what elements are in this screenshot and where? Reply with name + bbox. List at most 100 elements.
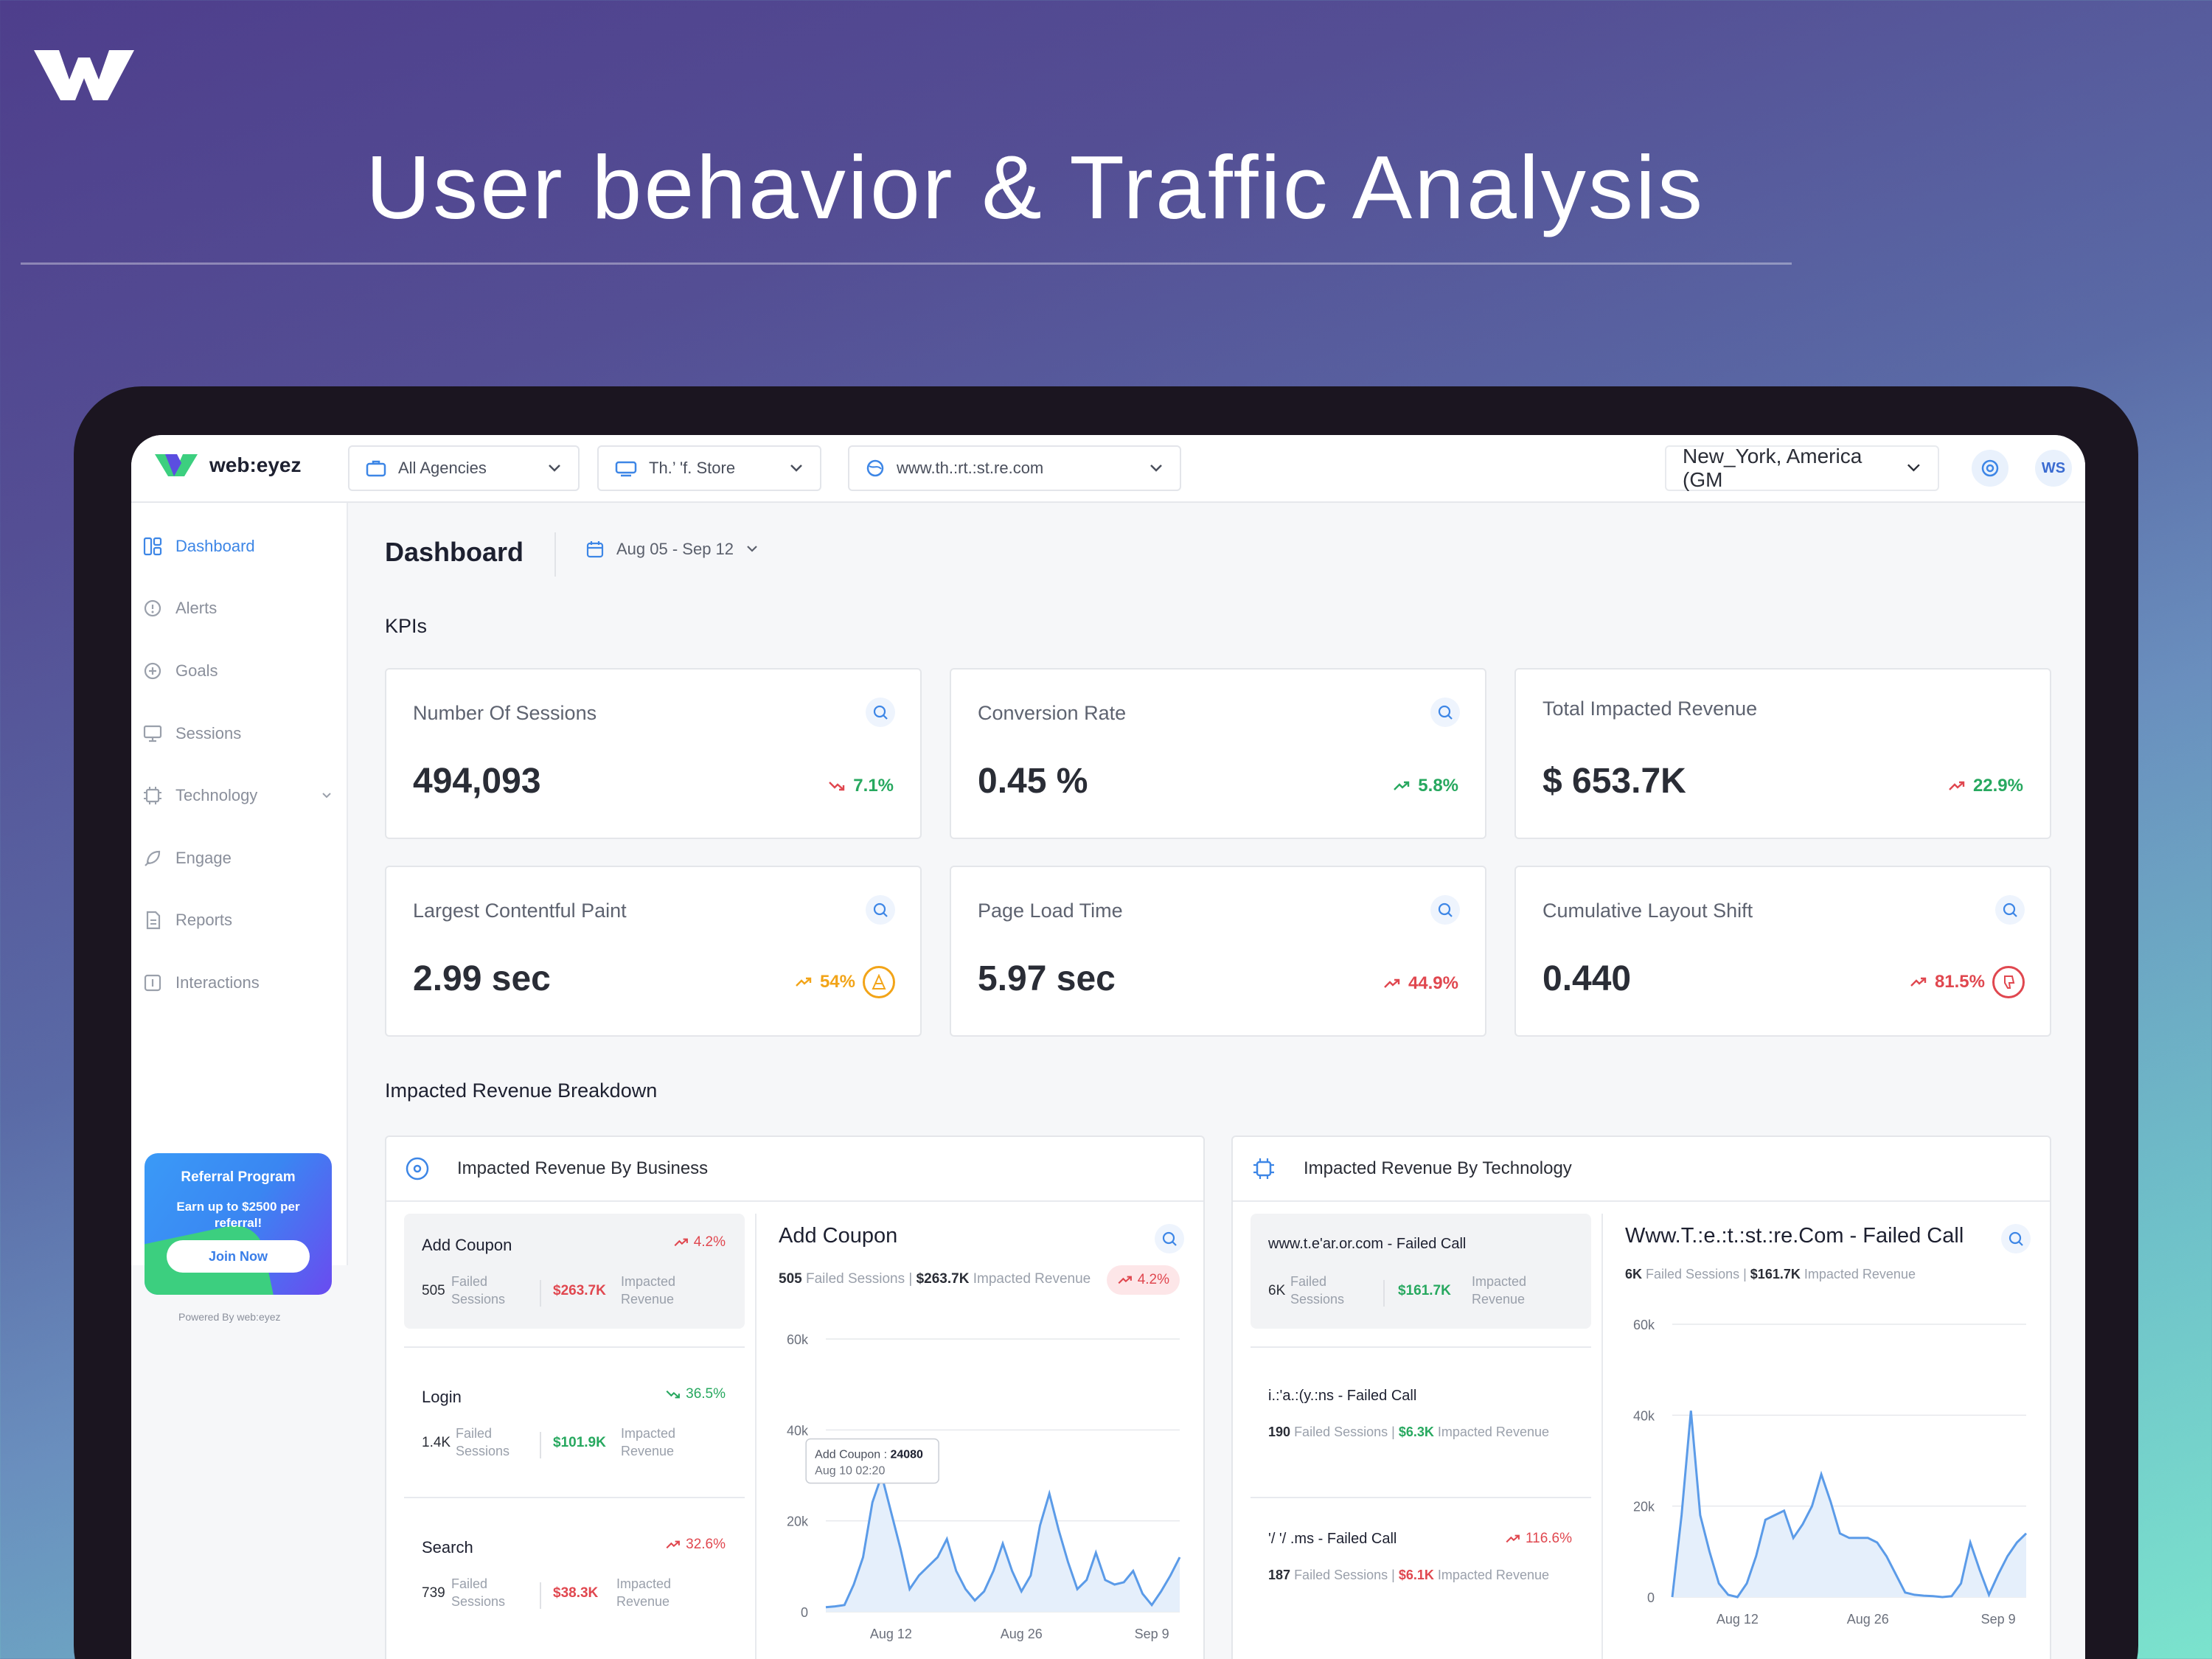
impacted-revenue-label: Impacted Revenue <box>1437 1425 1549 1439</box>
trend-up-icon <box>666 1540 681 1549</box>
list-item[interactable]: '/ '/ .ms - Failed Call 116.6% 187 Faile… <box>1251 1497 1591 1612</box>
failed-sessions-label: Failed Sessions <box>1646 1267 1740 1281</box>
sidebar-item-dashboard[interactable]: Dashboard <box>143 537 342 556</box>
sidebar-item-label: Dashboard <box>175 537 255 555</box>
zoom-button[interactable] <box>866 895 895 925</box>
target-icon <box>406 1157 429 1180</box>
list-item[interactable]: Login 36.5% 1.4K Failed Sessions $101.9K… <box>404 1366 745 1481</box>
business-revenue-panel: Impacted Revenue By Business Add Coupon … <box>385 1135 1205 1659</box>
trend-up-icon <box>1910 977 1927 987</box>
list-item-delta-value: 116.6% <box>1525 1531 1572 1546</box>
kpi-value: 2.99 sec <box>413 959 551 998</box>
impacted-revenue-value: $161.7K <box>1398 1283 1451 1298</box>
zoom-icon <box>1162 1231 1177 1246</box>
failed-sessions-label: Failed Sessions <box>1294 1568 1388 1582</box>
x-tick-label: Aug 12 <box>1717 1612 1759 1627</box>
kpi-card-sessions[interactable]: Number Of Sessions 494,093 7.1% <box>385 668 922 839</box>
impacted-revenue-label: Impacted Revenue <box>621 1426 676 1458</box>
zoom-button[interactable] <box>1995 895 2025 925</box>
kpi-card-conversion-rate[interactable]: Conversion Rate 0.45 % 5.8% <box>950 668 1486 839</box>
sidebar-item-alerts[interactable]: Alerts <box>143 599 342 618</box>
zoom-button[interactable] <box>2001 1224 2031 1253</box>
list-item-stats: 505 Failed Sessions $263.7K Impacted Rev… <box>422 1273 731 1311</box>
user-avatar[interactable]: WS <box>2035 450 2072 487</box>
impacted-revenue-value: $161.7K <box>1750 1267 1801 1281</box>
list-divider <box>1251 1346 1591 1348</box>
y-tick-label: 40k <box>1633 1408 1655 1423</box>
support-button[interactable] <box>1972 450 2008 487</box>
impacted-revenue-label: Impacted Revenue <box>616 1576 672 1609</box>
kpi-card-page-load-time[interactable]: Page Load Time 5.97 sec 44.9% <box>950 866 1486 1037</box>
kpi-card-cls[interactable]: Cumulative Layout Shift 0.440 81.5% <box>1514 866 2051 1037</box>
sidebar-item-reports[interactable]: Reports <box>143 911 342 930</box>
detail-delta-value: 4.2% <box>1137 1272 1169 1287</box>
trend-up-icon <box>1394 781 1410 790</box>
brand[interactable]: web:eyez <box>155 453 302 478</box>
lifebuoy-icon <box>1981 459 1999 477</box>
sidebar-item-label: Technology <box>175 786 258 804</box>
referral-subtitle: Earn up to $2500 per referral! <box>176 1200 300 1230</box>
trend-up-icon <box>796 977 812 987</box>
kpi-delta: 5.8% <box>1393 776 1458 796</box>
kpis-section-title: KPIs <box>385 615 428 637</box>
domain-select[interactable]: www.th.:rt.:st.re.com <box>848 445 1181 491</box>
brand-name: web:eyez <box>209 453 302 476</box>
store-select[interactable]: Th.’ 'f. Store <box>597 445 821 491</box>
business-line-chart[interactable]: 0 20k 40k 60k Aug 12 Aug 26 Sep 9 Add Coupon : … <box>767 1310 1194 1659</box>
impacted-revenue-value: $263.7K <box>553 1283 606 1298</box>
impacted-revenue-value: $101.9K <box>553 1435 606 1450</box>
kpi-label: Page Load Time <box>978 900 1123 922</box>
failed-sessions-value: 505 <box>779 1271 802 1287</box>
list-divider <box>404 1346 745 1348</box>
zoom-icon <box>1438 902 1453 917</box>
sidebar-item-technology[interactable]: Technology <box>143 786 342 805</box>
date-range-picker[interactable]: Aug 05 - Sep 12 <box>585 540 759 559</box>
kpi-value: 494,093 <box>413 762 541 801</box>
join-now-button[interactable]: Join Now <box>167 1240 310 1273</box>
list-item-delta: 36.5% <box>665 1386 726 1402</box>
sidebar-item-interactions[interactable]: Interactions <box>143 973 342 992</box>
zoom-button[interactable] <box>1155 1224 1184 1253</box>
top-bar: web:eyez All Agencies Th.’ 'f. Store www… <box>131 435 2085 503</box>
list-item-delta-value: 32.6% <box>686 1537 726 1552</box>
series-area <box>1672 1411 2026 1597</box>
stats-divider <box>540 1432 541 1458</box>
briefcase-icon <box>366 460 386 477</box>
technology-line-chart[interactable]: 0 20k 40k 60k Aug 12 Aug 26 Sep 9 <box>1613 1295 2041 1649</box>
sidebar-item-engage[interactable]: Engage <box>143 849 342 868</box>
sidebar-item-sessions[interactable]: Sessions <box>143 724 342 743</box>
chevron-down-icon <box>322 793 331 799</box>
kpi-delta: 81.5% <box>1910 966 2025 998</box>
list-item[interactable]: Add Coupon 4.2% 505 Failed Sessions $263… <box>404 1214 745 1329</box>
hero-title: User behavior & Traffic Analysis <box>366 137 1705 237</box>
list-item[interactable]: www.t.e'ar.or.com - Failed Call 6K Faile… <box>1251 1214 1591 1329</box>
main-content: Dashboard Aug 05 - Sep 12 KPIs Number Of… <box>348 503 2085 1659</box>
detail-title: Www.T.:e.:t.:st.:re.Com - Failed Call <box>1625 1224 1964 1248</box>
page-title: Dashboard <box>385 537 524 567</box>
list-item-stats: 190 Failed Sessions | $6.3K Impacted Rev… <box>1268 1425 1549 1439</box>
kpi-value: $ 653.7K <box>1543 762 1686 801</box>
kpi-card-impacted-revenue[interactable]: Total Impacted Revenue $ 653.7K 22.9% <box>1514 668 2051 839</box>
zoom-button[interactable] <box>1430 698 1460 727</box>
list-item[interactable]: Search 32.6% 739 Failed Sessions $38.3K … <box>404 1516 745 1631</box>
referral-title: Referral Program <box>181 1169 296 1185</box>
kpi-label: Total Impacted Revenue <box>1543 698 1758 720</box>
interaction-icon <box>144 974 161 992</box>
y-tick-label: 20k <box>1633 1500 1655 1514</box>
agency-select[interactable]: All Agencies <box>348 445 580 491</box>
zoom-button[interactable] <box>1430 895 1460 925</box>
sidebar-item-label: Reports <box>175 911 233 929</box>
kpi-card-lcp[interactable]: Largest Contentful Paint 2.99 sec 54% <box>385 866 922 1037</box>
failed-sessions-value: 739 <box>422 1585 445 1601</box>
sidebar-item-goals[interactable]: Goals <box>143 661 342 681</box>
list-item[interactable]: i.:'a.:(y.:ns - Failed Call 190 Failed S… <box>1251 1366 1591 1481</box>
list-item-delta: 4.2% <box>673 1234 726 1251</box>
impacted-revenue-label: Impacted Revenue <box>973 1271 1091 1287</box>
y-tick-label: 60k <box>1633 1318 1655 1332</box>
zoom-button[interactable] <box>866 698 895 727</box>
header-divider <box>554 532 556 577</box>
timezone-select[interactable]: New_York, America (GM <box>1665 445 1939 491</box>
y-tick-label: 0 <box>801 1605 808 1620</box>
panel-title: Impacted Revenue By Technology <box>1304 1158 1572 1178</box>
failed-sessions-label: Failed Sessions <box>805 1271 905 1287</box>
